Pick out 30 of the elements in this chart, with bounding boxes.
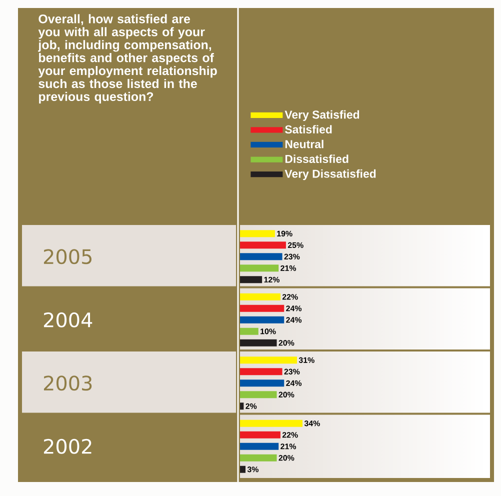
legend-label: Dissatisfied [285, 154, 348, 164]
bar [240, 253, 282, 260]
bar [240, 316, 284, 324]
bar [240, 420, 302, 427]
bar [240, 293, 280, 300]
bar [240, 264, 279, 272]
y-tick-label: 2003 [44, 376, 92, 391]
legend-label: Very Dissatisfied [284, 169, 376, 180]
bar [240, 328, 258, 335]
bar [240, 356, 297, 364]
y-tick-label: 2005 [44, 249, 92, 264]
legend-label: Satisfied [285, 125, 332, 134]
text: Overall, how satisfied are you with all aspects of your job, including compensation, benefits and other aspects of your employment relationship such as those listed in the previous question? [38, 14, 217, 104]
bar [240, 431, 280, 438]
bar [240, 442, 279, 450]
bar [240, 391, 277, 398]
y-tick-label: 2002 [44, 438, 92, 454]
bar [240, 230, 275, 238]
bar [240, 304, 284, 312]
bar [240, 339, 277, 346]
bar [240, 466, 246, 473]
bar [240, 454, 277, 462]
legend-label: Neutral [285, 140, 324, 148]
y-tick-label: 2004 [44, 312, 92, 328]
bar [240, 402, 244, 410]
bar [240, 276, 262, 284]
bar [240, 368, 282, 376]
legend-label: Very Satisfied [284, 110, 360, 121]
bar [240, 380, 284, 387]
bar [240, 242, 286, 249]
